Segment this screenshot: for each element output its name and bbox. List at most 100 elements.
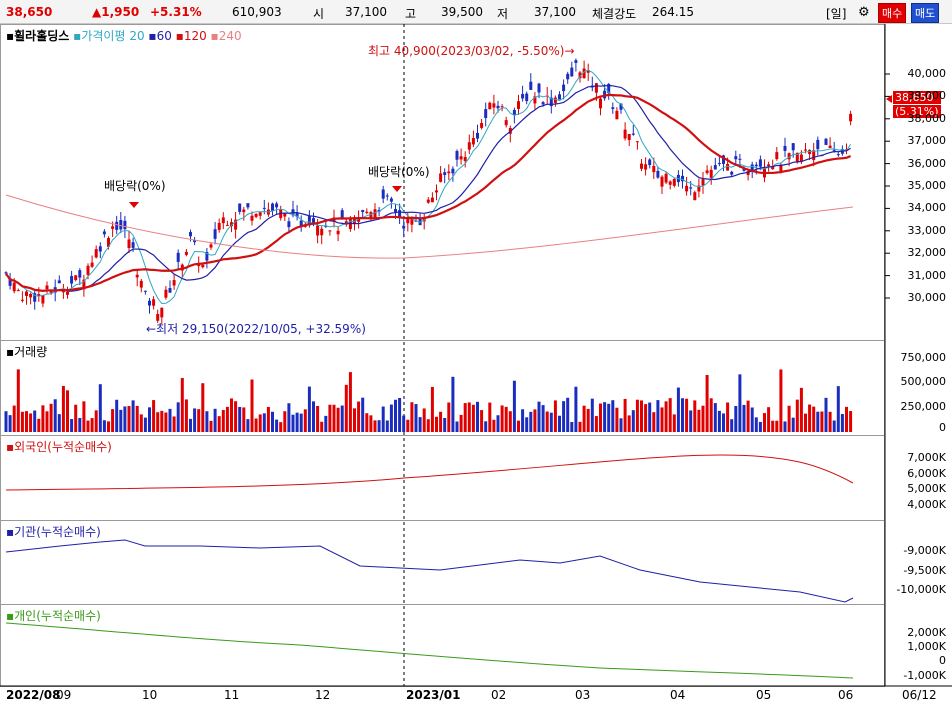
volume-bar <box>799 387 803 432</box>
candle-body <box>812 150 816 161</box>
foreign-title-text: 외국인(누적순매수) <box>14 440 112 454</box>
candle-body <box>398 210 402 218</box>
volume-bar <box>160 410 164 432</box>
price-axis-label: 32,000 <box>907 246 947 260</box>
sell-button[interactable]: 매도 <box>911 3 940 23</box>
candle-body <box>607 83 611 94</box>
candle-body <box>98 246 102 252</box>
dividend-label-2: 배당락(0%) <box>368 165 430 179</box>
volume-bar <box>742 404 746 432</box>
candle-body <box>389 198 393 202</box>
volume-bar <box>398 397 402 432</box>
candle-body <box>139 280 143 288</box>
candle-body <box>217 222 221 230</box>
volume-bar <box>525 417 529 432</box>
panel-frame <box>0 520 885 605</box>
volume-bar <box>82 401 86 432</box>
candle-body <box>164 289 168 298</box>
x-label-04: 04 <box>670 688 686 702</box>
volume-bar <box>115 399 119 432</box>
volume-bar <box>717 410 721 432</box>
candle-body <box>213 229 217 239</box>
candle-body <box>29 293 33 298</box>
candle-body <box>640 163 643 169</box>
period-daily-button[interactable]: [일] <box>826 7 847 21</box>
buy-button[interactable]: 매수 <box>878 3 907 23</box>
candle-body <box>611 107 615 109</box>
candle-body <box>12 282 16 292</box>
volume-bar <box>369 415 373 432</box>
volume-bar <box>590 398 594 432</box>
volume-bar <box>685 398 689 432</box>
individual-axis-label: 1,000K <box>907 640 946 653</box>
volume-bar <box>365 413 369 432</box>
volume-bar <box>574 386 578 432</box>
candle-body <box>201 264 205 268</box>
candle-body <box>824 138 828 145</box>
candle-body <box>254 213 258 217</box>
volume-bar <box>451 376 455 432</box>
volume-bar <box>340 405 344 432</box>
volume-bar <box>631 410 635 432</box>
volume-bar <box>394 399 397 432</box>
volume-bar <box>439 411 443 432</box>
volume-bar <box>262 413 266 432</box>
candle-body <box>307 215 311 226</box>
candle-body <box>623 129 627 139</box>
stock-name: 휠라홀딩스 <box>14 29 70 43</box>
volume-bar <box>418 417 422 432</box>
volume-bar <box>184 399 188 432</box>
volume-bar <box>730 419 734 432</box>
candle-body <box>500 106 504 108</box>
volume-bar <box>840 413 844 432</box>
volume-bar <box>20 411 24 432</box>
volume-bar <box>4 411 8 432</box>
candle-body <box>66 292 69 295</box>
candle-body <box>681 175 684 182</box>
volume-bar <box>209 420 213 432</box>
ma-240-label: 240 <box>218 29 242 43</box>
volume-bar <box>102 420 106 432</box>
candle-body <box>656 170 660 178</box>
volume-bar <box>459 414 463 432</box>
candle-body <box>283 212 287 217</box>
volume-bar <box>135 405 139 432</box>
volume-bar <box>373 420 377 432</box>
volume-bar <box>455 421 459 432</box>
x-label-03: 03 <box>575 688 591 702</box>
candle-body <box>689 187 693 189</box>
candle-body <box>582 68 586 79</box>
price-axis-label: 37,000 <box>907 134 947 148</box>
candle-body <box>635 141 639 143</box>
volume-bar <box>845 406 848 432</box>
institution-title-text: 기관(누적순매수) <box>14 525 101 539</box>
candle-body <box>525 93 529 102</box>
price-axis-label: 40,000 <box>907 67 947 80</box>
candle-body <box>734 156 738 160</box>
candle-body <box>660 176 664 187</box>
candle-body <box>832 149 836 151</box>
candle-body <box>410 217 414 225</box>
volume-bar <box>250 379 254 432</box>
open-value: 37,100 <box>345 5 387 19</box>
candle-body <box>86 265 90 275</box>
volume-bar <box>29 413 33 432</box>
candle-body <box>148 300 151 306</box>
volume-bar <box>627 415 631 432</box>
settings-gear-icon[interactable]: ⚙ <box>858 5 870 20</box>
volume-bar <box>426 419 430 432</box>
foreign-panel-title: ▪외국인(누적순매수) <box>6 440 112 454</box>
candle-body <box>529 81 533 90</box>
volume-bar <box>242 407 246 432</box>
volume-bar <box>689 410 693 432</box>
institution-axis-label: -9,500K <box>903 564 946 577</box>
institution-axis-label: -10,000K <box>896 583 946 596</box>
candle-body <box>808 149 812 155</box>
volume-bar <box>258 414 262 432</box>
ma-label: 가격이평 <box>81 29 126 43</box>
volume-bar <box>681 398 684 432</box>
price-axis-label: 39,000 <box>907 89 947 103</box>
candle-body <box>131 242 135 248</box>
current-price: 38,650 <box>6 5 53 19</box>
